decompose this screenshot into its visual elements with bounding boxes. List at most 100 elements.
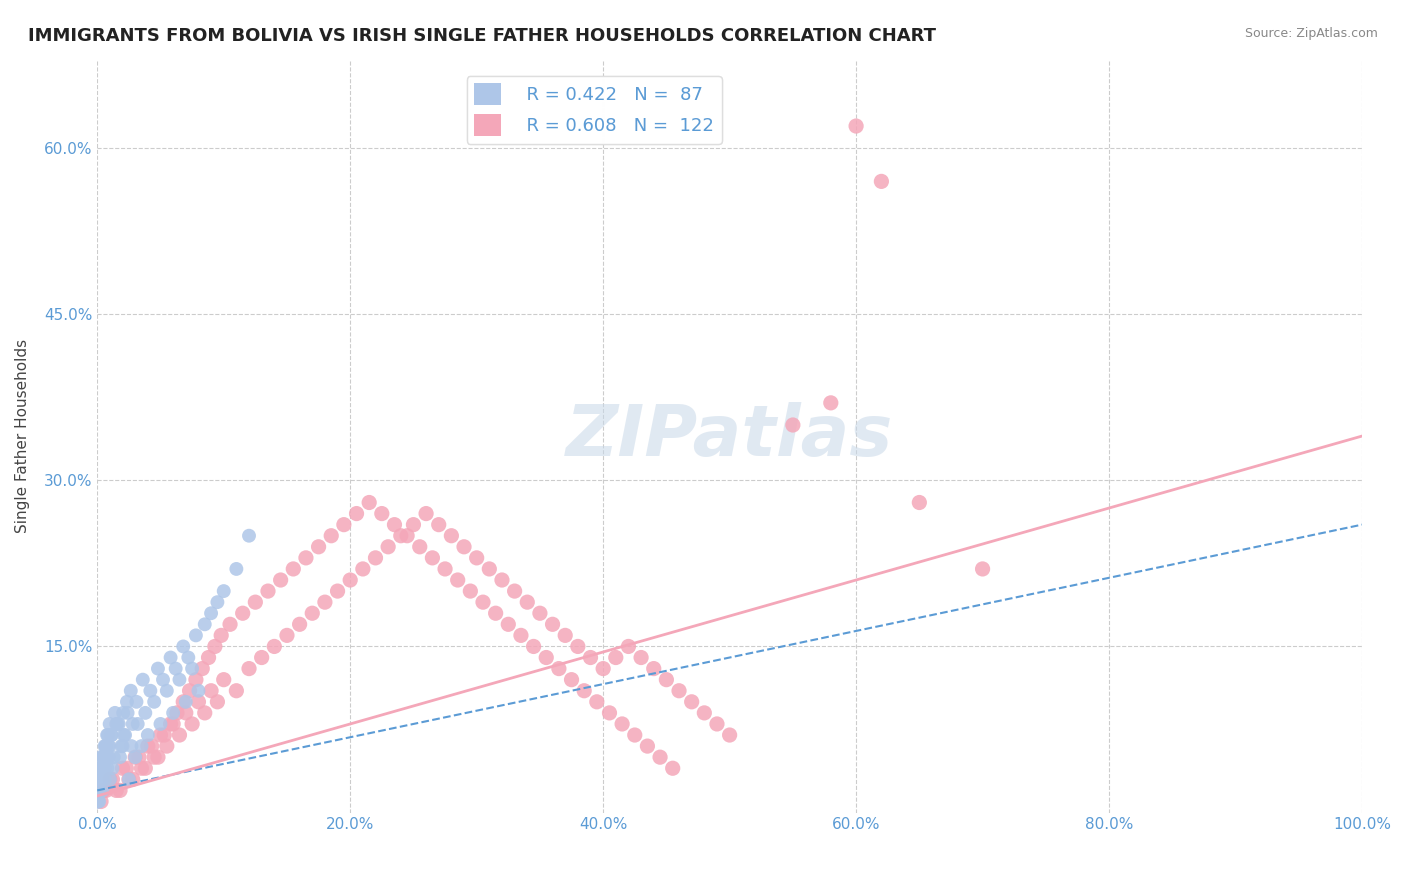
Point: [108, 783, 131, 797]
Point: [238, 529, 260, 543]
Point: [134, 761, 156, 775]
Point: [143, 695, 166, 709]
Point: [648, 750, 671, 764]
Point: [389, 529, 412, 543]
Point: [191, 662, 214, 676]
Point: [396, 529, 419, 543]
Point: [179, 683, 201, 698]
Point: [718, 728, 741, 742]
Point: [364, 550, 387, 565]
Point: [422, 550, 444, 565]
Point: [415, 507, 437, 521]
Point: [579, 650, 602, 665]
Point: [152, 673, 174, 687]
Point: [187, 695, 209, 709]
Point: [409, 540, 432, 554]
Point: [124, 750, 146, 764]
Point: [153, 728, 176, 742]
Point: [98, 739, 121, 753]
Point: [105, 717, 128, 731]
Point: [238, 662, 260, 676]
Point: [598, 706, 620, 720]
Point: [510, 628, 533, 642]
Point: [491, 573, 513, 587]
Point: [94, 772, 117, 787]
Point: [89, 772, 111, 787]
Point: [91, 761, 114, 775]
Point: [617, 640, 640, 654]
Point: [610, 717, 633, 731]
Point: [782, 417, 804, 432]
Point: [91, 783, 114, 797]
Point: [225, 562, 247, 576]
Point: [86, 795, 108, 809]
Point: [103, 750, 125, 764]
Point: [197, 650, 219, 665]
Point: [572, 683, 595, 698]
Point: [204, 640, 226, 654]
Point: [156, 683, 179, 698]
Point: [636, 739, 658, 753]
Point: [105, 783, 128, 797]
Point: [162, 717, 184, 731]
Point: [352, 562, 374, 576]
Point: [908, 495, 931, 509]
Point: [110, 739, 132, 753]
Point: [96, 750, 118, 764]
Point: [162, 706, 184, 720]
Point: [94, 739, 117, 753]
Text: IMMIGRANTS FROM BOLIVIA VS IRISH SINGLE FATHER HOUSEHOLDS CORRELATION CHART: IMMIGRANTS FROM BOLIVIA VS IRISH SINGLE …: [28, 27, 936, 45]
Point: [346, 507, 368, 521]
Point: [623, 728, 645, 742]
Point: [972, 562, 994, 576]
Point: [209, 628, 232, 642]
Point: [118, 772, 141, 787]
Point: [97, 739, 120, 753]
Point: [159, 717, 181, 731]
Point: [177, 650, 200, 665]
Point: [870, 174, 893, 188]
Point: [250, 650, 273, 665]
Point: [567, 640, 589, 654]
Point: [529, 606, 551, 620]
Point: [87, 795, 110, 809]
Point: [693, 706, 716, 720]
Point: [107, 717, 129, 731]
Point: [655, 673, 678, 687]
Point: [93, 761, 115, 775]
Point: [440, 529, 463, 543]
Point: [219, 617, 242, 632]
Point: [668, 683, 690, 698]
Point: [592, 662, 614, 676]
Point: [121, 717, 143, 731]
Point: [630, 650, 652, 665]
Point: [270, 573, 292, 587]
Point: [132, 673, 155, 687]
Point: [172, 640, 194, 654]
Point: [124, 750, 146, 764]
Point: [554, 628, 576, 642]
Point: [166, 706, 188, 720]
Point: [87, 783, 110, 797]
Point: [89, 783, 111, 797]
Point: [90, 761, 112, 775]
Point: [402, 517, 425, 532]
Point: [134, 706, 156, 720]
Point: [547, 662, 569, 676]
Point: [115, 695, 138, 709]
Point: [98, 717, 121, 731]
Point: [111, 739, 134, 753]
Point: [295, 550, 318, 565]
Point: [605, 650, 627, 665]
Point: [90, 772, 112, 787]
Point: [453, 540, 475, 554]
Point: [118, 772, 141, 787]
Point: [94, 739, 117, 753]
Point: [174, 706, 197, 720]
Point: [156, 739, 179, 753]
Point: [143, 750, 166, 764]
Point: [523, 640, 546, 654]
Point: [141, 739, 163, 753]
Point: [333, 517, 356, 532]
Point: [89, 772, 111, 787]
